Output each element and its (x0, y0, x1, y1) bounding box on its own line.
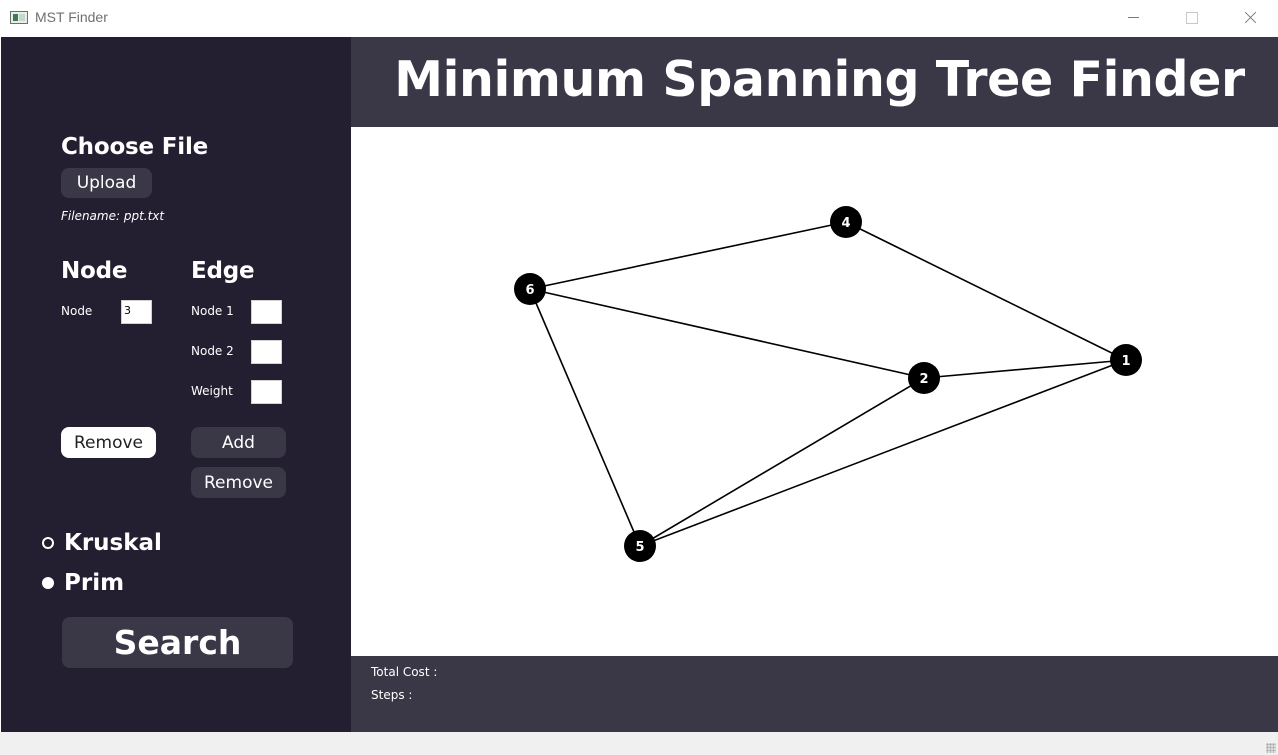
search-button[interactable]: Search (62, 617, 293, 668)
maximize-icon[interactable] (1163, 0, 1221, 37)
graph-node-1[interactable]: 1 (1110, 344, 1142, 376)
graph-svg: 1 2 4 5 6 (514, 206, 1142, 562)
kruskal-radio[interactable] (42, 537, 54, 549)
edge-heading: Edge (191, 258, 255, 284)
graph-edge-5-1 (639, 359, 1127, 547)
graph-edge-4-1 (845, 221, 1127, 361)
title-bar: MST Finder (0, 0, 1278, 37)
graph-node-label: 5 (635, 540, 644, 555)
edge-node1-input[interactable] (251, 300, 282, 324)
graph-edge-6-2 (529, 288, 925, 379)
edge-node2-label: Node 2 (191, 344, 234, 358)
prim-label[interactable]: Prim (64, 570, 125, 596)
filename-label: Filename: ppt.txt (61, 209, 165, 223)
sidebar: Choose File Upload Filename: ppt.txt Nod… (1, 37, 351, 732)
graph-node-2[interactable]: 2 (908, 362, 940, 394)
resize-grip-icon[interactable] (1266, 743, 1276, 753)
node-heading: Node (61, 258, 128, 284)
graph-node-label: 1 (1121, 354, 1130, 369)
graph-node-circle[interactable] (830, 206, 862, 238)
app-icon (10, 11, 28, 24)
kruskal-label[interactable]: Kruskal (64, 530, 162, 556)
graph-node-5[interactable]: 5 (624, 530, 656, 562)
graph-node-label: 4 (841, 216, 850, 231)
graph-node-circle[interactable] (514, 273, 546, 305)
window-title: MST Finder (35, 9, 108, 25)
close-icon[interactable] (1221, 0, 1278, 37)
edge-weight-input[interactable] (251, 380, 282, 404)
graph-edge-5-2 (639, 377, 925, 547)
steps-label: Steps : (371, 688, 413, 702)
upload-button[interactable]: Upload (61, 168, 152, 198)
node-remove-button[interactable]: Remove (61, 427, 156, 458)
graph-edge-6-5 (529, 288, 641, 547)
status-bar (0, 732, 1278, 755)
edge-weight-label: Weight (191, 384, 233, 398)
graph-node-circle[interactable] (1110, 344, 1142, 376)
results-panel: Total Cost : Steps : (351, 656, 1278, 732)
graph-node-4[interactable]: 4 (830, 206, 862, 238)
node-label: Node (61, 304, 93, 318)
choose-file-heading: Choose File (61, 134, 209, 160)
header: Minimum Spanning Tree Finder (351, 37, 1278, 127)
graph-canvas[interactable]: 1 2 4 5 6 (351, 127, 1278, 656)
node-input[interactable]: 3 (121, 300, 152, 324)
minimize-icon[interactable] (1105, 0, 1163, 37)
edge-node2-input[interactable] (251, 340, 282, 364)
edge-remove-button[interactable]: Remove (191, 467, 286, 498)
prim-radio[interactable] (42, 577, 54, 589)
edge-node1-label: Node 1 (191, 304, 234, 318)
edge-add-button[interactable]: Add (191, 427, 286, 458)
total-cost-label: Total Cost : (371, 665, 438, 679)
graph-edge-6-4 (529, 221, 847, 290)
graph-node-circle[interactable] (908, 362, 940, 394)
graph-node-label: 2 (919, 372, 928, 387)
graph-node-circle[interactable] (624, 530, 656, 562)
page-title: Minimum Spanning Tree Finder (394, 51, 1245, 108)
graph-edge-2-1 (923, 359, 1127, 379)
graph-node-6[interactable]: 6 (514, 273, 546, 305)
graph-node-label: 6 (525, 283, 534, 298)
